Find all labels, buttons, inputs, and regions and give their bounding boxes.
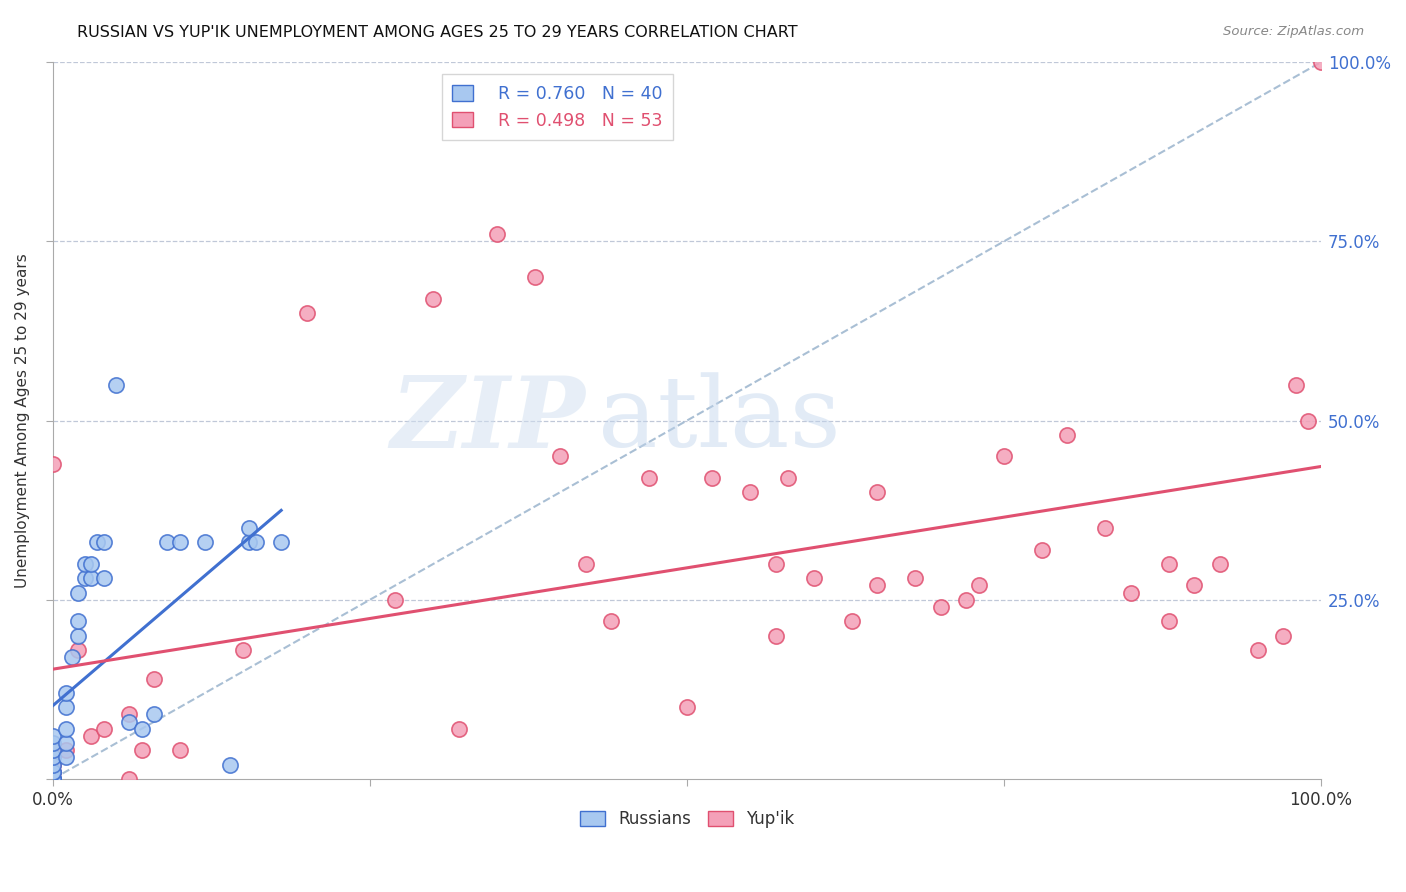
Point — [841, 614, 863, 628]
Point — [42, 764, 65, 779]
Point — [993, 450, 1015, 464]
Point — [740, 485, 762, 500]
Point — [169, 535, 191, 549]
Point — [156, 535, 179, 549]
Point — [638, 471, 661, 485]
Point — [1157, 614, 1180, 628]
Point — [55, 736, 77, 750]
Point — [1298, 413, 1320, 427]
Legend: Russians, Yup'ik: Russians, Yup'ik — [574, 804, 801, 835]
Point — [118, 714, 141, 729]
Point — [42, 772, 65, 786]
Point — [270, 535, 292, 549]
Point — [1272, 629, 1295, 643]
Point — [55, 743, 77, 757]
Point — [238, 535, 260, 549]
Point — [232, 643, 254, 657]
Point — [42, 772, 65, 786]
Point — [42, 729, 65, 743]
Point — [42, 736, 65, 750]
Point — [42, 772, 65, 786]
Point — [765, 629, 787, 643]
Point — [169, 743, 191, 757]
Point — [803, 571, 825, 585]
Point — [42, 743, 65, 757]
Text: atlas: atlas — [598, 373, 841, 468]
Point — [866, 485, 889, 500]
Point — [219, 757, 242, 772]
Point — [238, 521, 260, 535]
Point — [118, 772, 141, 786]
Point — [765, 557, 787, 571]
Point — [73, 557, 96, 571]
Point — [42, 772, 65, 786]
Point — [67, 585, 90, 599]
Point — [447, 722, 470, 736]
Point — [1094, 521, 1116, 535]
Point — [143, 672, 166, 686]
Point — [55, 700, 77, 714]
Point — [1285, 377, 1308, 392]
Point — [42, 750, 65, 764]
Point — [485, 227, 508, 242]
Point — [929, 599, 952, 614]
Point — [1119, 585, 1142, 599]
Point — [42, 457, 65, 471]
Point — [42, 743, 65, 757]
Point — [67, 614, 90, 628]
Point — [73, 571, 96, 585]
Point — [1310, 55, 1333, 70]
Point — [295, 306, 318, 320]
Point — [42, 772, 65, 786]
Point — [42, 764, 65, 779]
Point — [1246, 643, 1268, 657]
Point — [55, 722, 77, 736]
Point — [866, 578, 889, 592]
Point — [955, 592, 977, 607]
Point — [523, 270, 546, 285]
Point — [55, 750, 77, 764]
Point — [1056, 428, 1078, 442]
Point — [194, 535, 217, 549]
Y-axis label: Unemployment Among Ages 25 to 29 years: Unemployment Among Ages 25 to 29 years — [15, 253, 30, 588]
Point — [384, 592, 406, 607]
Point — [904, 571, 927, 585]
Point — [80, 729, 103, 743]
Point — [80, 557, 103, 571]
Point — [93, 535, 115, 549]
Point — [1031, 542, 1053, 557]
Point — [93, 571, 115, 585]
Point — [42, 772, 65, 786]
Point — [42, 757, 65, 772]
Point — [86, 535, 108, 549]
Point — [67, 629, 90, 643]
Point — [599, 614, 621, 628]
Point — [574, 557, 596, 571]
Point — [105, 377, 128, 392]
Point — [1208, 557, 1230, 571]
Point — [778, 471, 800, 485]
Point — [1182, 578, 1205, 592]
Point — [143, 707, 166, 722]
Point — [131, 722, 153, 736]
Point — [60, 650, 83, 665]
Point — [118, 707, 141, 722]
Point — [55, 686, 77, 700]
Point — [548, 450, 571, 464]
Point — [42, 757, 65, 772]
Point — [245, 535, 267, 549]
Point — [676, 700, 699, 714]
Text: RUSSIAN VS YUP'IK UNEMPLOYMENT AMONG AGES 25 TO 29 YEARS CORRELATION CHART: RUSSIAN VS YUP'IK UNEMPLOYMENT AMONG AGE… — [77, 25, 799, 40]
Point — [422, 292, 444, 306]
Point — [967, 578, 990, 592]
Point — [702, 471, 724, 485]
Point — [131, 743, 153, 757]
Point — [93, 722, 115, 736]
Text: Source: ZipAtlas.com: Source: ZipAtlas.com — [1223, 25, 1364, 38]
Text: ZIP: ZIP — [391, 372, 585, 469]
Point — [67, 643, 90, 657]
Point — [42, 764, 65, 779]
Point — [1157, 557, 1180, 571]
Point — [80, 571, 103, 585]
